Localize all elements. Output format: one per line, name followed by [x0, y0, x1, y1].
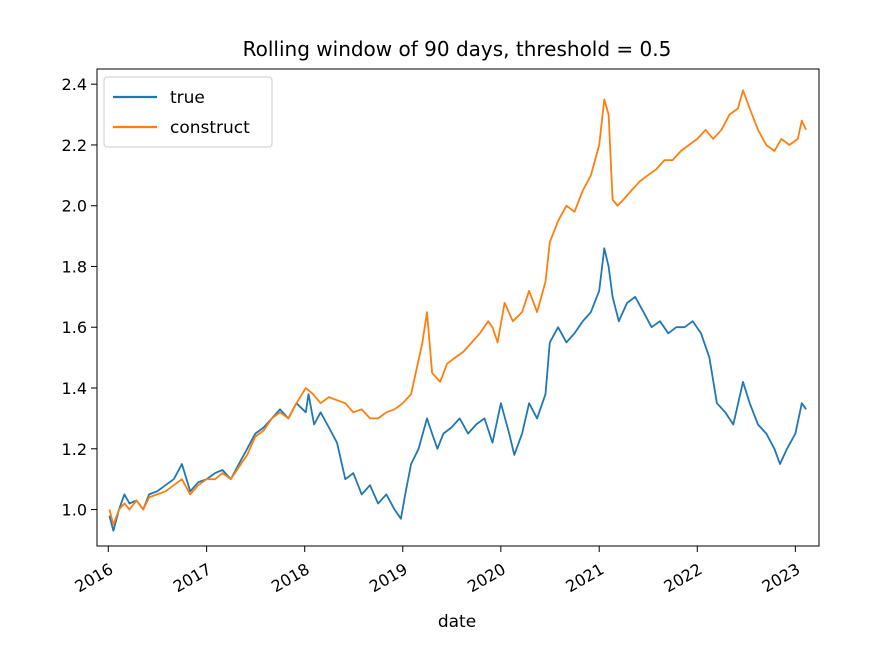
- series-line-construct: [108, 89, 807, 526]
- y-tick-label: 2.2: [62, 136, 87, 155]
- series-line-true: [108, 247, 807, 532]
- y-tick-label: 2.4: [62, 75, 87, 94]
- y-tick-label: 1.4: [62, 379, 87, 398]
- y-axis: 1.0 1.2 1.4 1.6 1.8 2.0 2.2 2.4: [62, 75, 97, 520]
- series-layer: [108, 89, 807, 532]
- legend-box: [103, 76, 273, 148]
- y-tick-label: 1.8: [62, 257, 87, 276]
- y-tick-label: 2.0: [62, 197, 87, 216]
- y-tick-label: 1.0: [62, 501, 87, 520]
- x-axis-label: date: [438, 612, 476, 632]
- legend-label-true: true: [170, 88, 205, 108]
- legend-label-construct: construct: [170, 118, 250, 138]
- y-tick-label: 1.6: [62, 318, 87, 337]
- y-tick-label: 1.2: [62, 440, 87, 459]
- legend: true construct: [103, 76, 273, 148]
- chart-title: Rolling window of 90 days, threshold = 0…: [243, 37, 672, 61]
- plot-frame: [96, 68, 820, 547]
